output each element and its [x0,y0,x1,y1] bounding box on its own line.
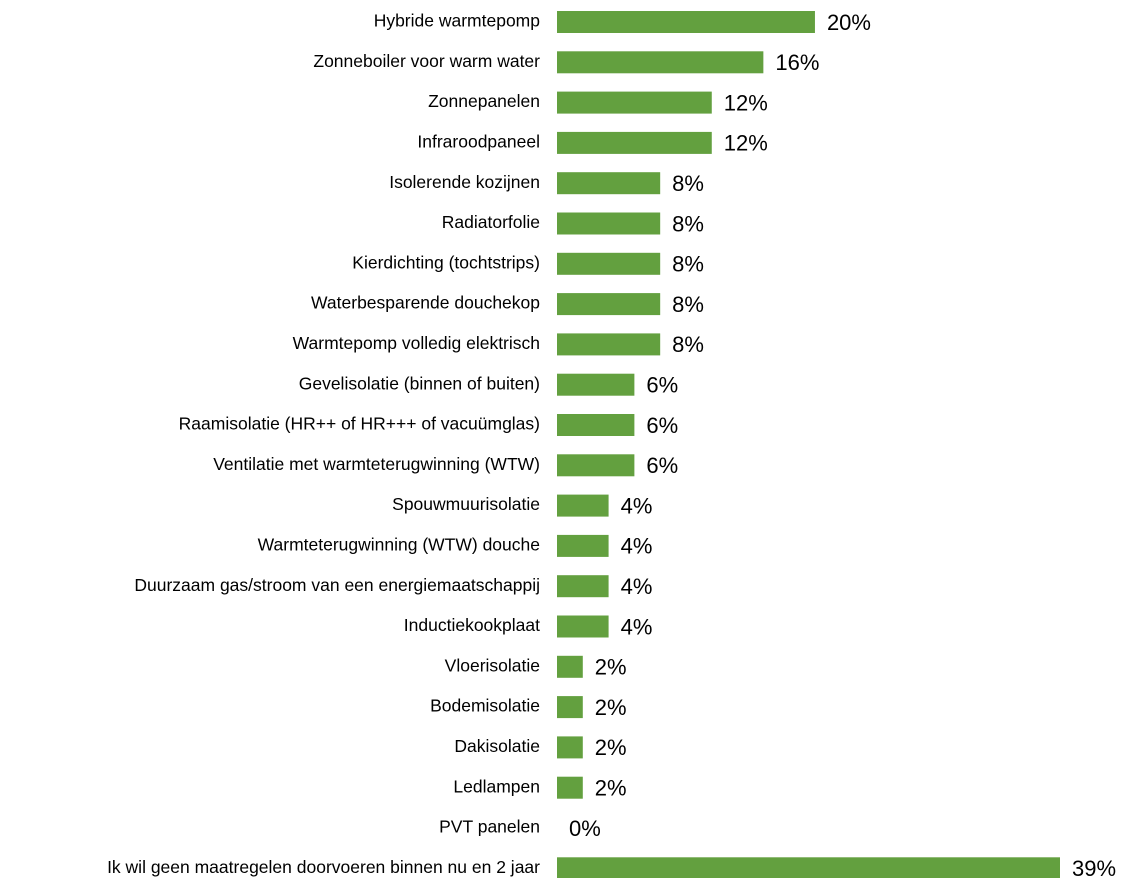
value-label: 2% [595,776,627,801]
bar [557,172,661,195]
bar [557,454,635,477]
category-label: Warmtepomp volledig elektrisch [293,333,540,353]
bar [557,51,764,74]
value-label: 12% [724,90,768,115]
category-label: Ledlampen [453,776,540,796]
bar [557,696,583,719]
value-label: 2% [595,735,627,760]
bar [557,857,1060,878]
category-label: Ventilatie met warmteterugwinning (WTW) [213,454,540,474]
bar [557,414,635,436]
bar [557,534,609,557]
value-label: 8% [672,292,704,317]
category-label: Bodemisolatie [430,696,540,716]
value-label: 6% [646,413,678,438]
bar [557,212,661,235]
category-label: Warmteterugwinning (WTW) douche [258,535,540,555]
bar [557,494,609,517]
bar [557,252,661,275]
bar [557,575,609,598]
category-label: Kierdichting (tochtstrips) [352,252,540,272]
bar [557,615,609,638]
value-label: 16% [775,50,819,75]
value-label: 4% [621,493,653,518]
bar [557,736,583,759]
category-label: Raamisolatie (HR++ of HR+++ of vacuümgla… [179,414,540,434]
bar [557,293,661,316]
value-label: 4% [621,614,653,639]
category-label: Duurzaam gas/stroom van een energiemaats… [134,575,540,595]
category-label: Gevelisolatie (binnen of buiten) [299,373,540,393]
bar [557,655,583,678]
category-label: Zonnepanelen [428,91,540,111]
value-label: 6% [646,373,678,398]
value-label: 6% [646,453,678,478]
category-label: Waterbesparende douchekop [311,293,540,313]
value-label: 8% [672,171,704,196]
value-label: 4% [621,534,653,559]
value-label: 12% [724,131,768,156]
value-label: 8% [672,252,704,277]
category-label: Spouwmuurisolatie [392,494,540,514]
bar [557,11,815,33]
category-label: Inductiekookplaat [404,615,540,635]
category-label: PVT panelen [439,817,540,837]
value-label: 2% [595,695,627,720]
category-label: Dakisolatie [454,736,540,756]
value-label: 39% [1072,856,1116,878]
bar [557,131,712,154]
value-label: 8% [672,211,704,236]
category-label: Ik wil geen maatregelen doorvoeren binne… [107,857,540,877]
value-label: 0% [569,816,601,841]
value-label: 4% [621,574,653,599]
bar [557,776,583,799]
value-label: 2% [595,655,627,680]
category-label: Isolerende kozijnen [389,172,540,192]
value-label: 8% [672,332,704,357]
category-label: Infraroodpaneel [417,132,540,152]
category-label: Radiatorfolie [442,212,540,232]
bar [557,373,635,396]
value-label: 20% [827,10,871,35]
bar [557,91,712,114]
bar [557,333,661,356]
category-label: Hybride warmtepomp [374,11,540,31]
category-label: Zonneboiler voor warm water [313,51,540,71]
category-label: Vloerisolatie [445,655,540,675]
